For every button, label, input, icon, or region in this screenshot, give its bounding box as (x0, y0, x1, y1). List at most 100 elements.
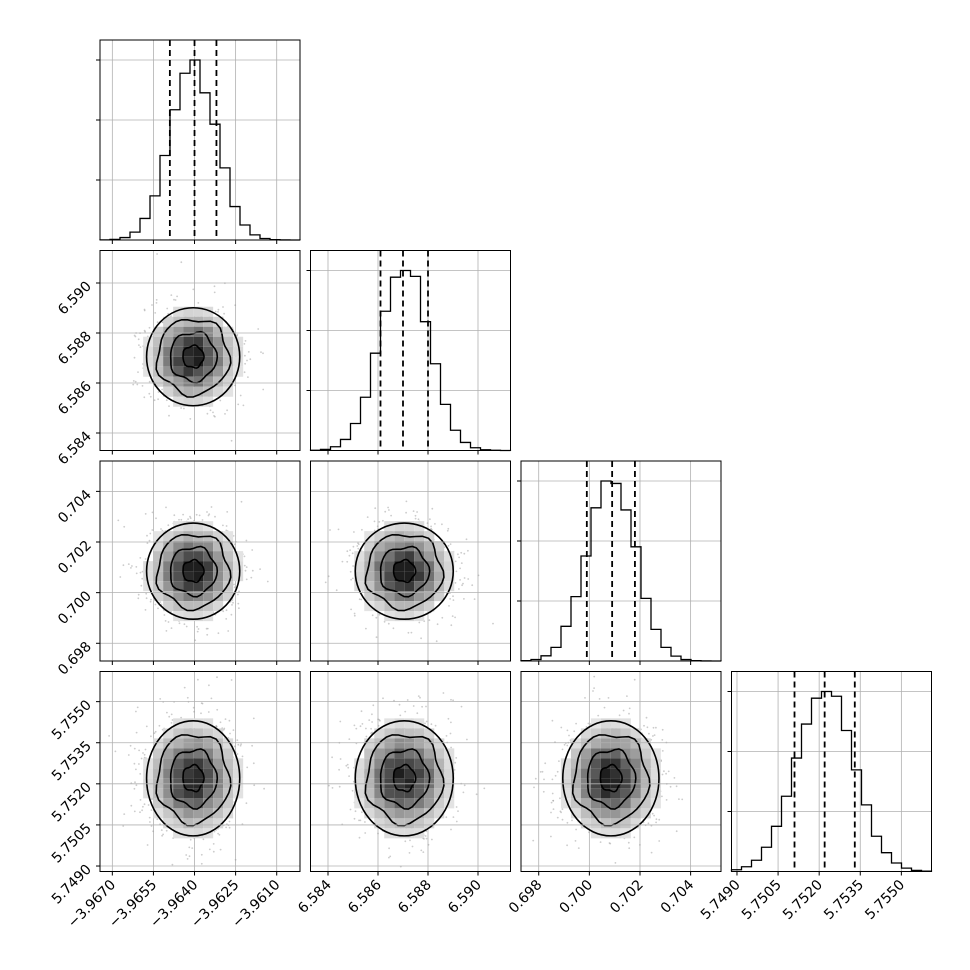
sample-point (215, 725, 218, 728)
sample-point (151, 798, 154, 800)
density-bin (650, 768, 661, 779)
sample-point (426, 522, 429, 524)
sample-point (202, 838, 205, 841)
density-bin (570, 798, 581, 809)
sample-point (379, 719, 381, 722)
density-bin (384, 601, 395, 612)
density-bin (223, 778, 234, 789)
sample-point (463, 577, 466, 579)
sample-point (151, 529, 154, 531)
sample-point (455, 806, 458, 808)
density-bin (600, 828, 611, 839)
sample-point (409, 839, 411, 842)
density-bin (173, 571, 184, 582)
density-bin (163, 541, 174, 552)
x-tick-label: 5.7490 (698, 877, 744, 923)
sample-point (154, 730, 157, 733)
sample-point (114, 750, 117, 753)
sample-point (425, 720, 428, 723)
sample-point (141, 577, 144, 580)
density-bin (203, 581, 214, 592)
sample-point (249, 358, 252, 361)
sample-point (223, 312, 226, 315)
sample-point (354, 810, 357, 813)
density-bin (414, 778, 425, 789)
sample-point (165, 399, 168, 402)
density-bin (424, 738, 435, 749)
density-bin (600, 778, 611, 789)
sample-point (434, 523, 436, 525)
density-bin (424, 531, 435, 542)
sample-point (406, 699, 409, 701)
sample-point (142, 752, 144, 754)
density-bin (394, 591, 405, 602)
x-tick-label: 5.7505 (739, 877, 785, 923)
sample-point (628, 847, 631, 850)
density-bin (404, 728, 415, 739)
density-bin (600, 718, 611, 729)
sample-point (212, 850, 215, 853)
density-bin (153, 366, 164, 377)
sample-point (139, 811, 141, 814)
density-bin (354, 551, 365, 562)
sample-point (646, 726, 649, 729)
y-tick-label: 0.702 (55, 538, 95, 578)
density-bin (600, 728, 611, 739)
density-bin (163, 571, 174, 582)
density-bin (580, 728, 591, 739)
sample-point (208, 684, 210, 687)
sample-point (455, 820, 458, 823)
density-bin (620, 788, 631, 799)
density-bin (364, 788, 375, 799)
density-bin (394, 738, 405, 749)
density-bin (163, 326, 174, 337)
sample-point (533, 786, 535, 789)
sample-point (133, 747, 136, 750)
density-bin (173, 808, 184, 819)
sample-point (460, 562, 463, 564)
sample-point (355, 727, 358, 730)
sample-point (331, 756, 333, 759)
density-bin (203, 591, 214, 602)
sample-point (561, 748, 564, 751)
density-bin (183, 356, 194, 367)
sample-point (345, 764, 348, 767)
sample-point (651, 812, 654, 815)
density-bin (163, 808, 174, 819)
sample-point (424, 835, 427, 837)
sample-point (250, 576, 253, 579)
sample-point (132, 380, 135, 382)
sample-point (224, 718, 227, 720)
density-bin (414, 818, 425, 829)
panel-frame (731, 671, 932, 872)
density-bin (394, 718, 405, 729)
density-bin (193, 356, 204, 367)
histogram-panel-1 (306, 250, 512, 455)
sample-point (450, 746, 452, 749)
density-bin (153, 551, 164, 562)
density-bin (394, 748, 405, 759)
sample-point (240, 743, 243, 745)
x-tick-label: 6.584 (295, 877, 335, 917)
sample-point (239, 744, 242, 747)
density-bin (183, 818, 194, 829)
density-bin (193, 758, 204, 769)
contour-level-0 (571, 734, 651, 827)
sample-point (626, 695, 628, 697)
density-bin (173, 768, 184, 779)
sample-point (492, 622, 494, 625)
sample-point (161, 834, 164, 837)
density-bin (394, 561, 405, 572)
density-bin (193, 386, 204, 397)
sample-point (408, 852, 411, 854)
sample-point (462, 582, 464, 585)
density-bin (173, 758, 184, 769)
density-bin (374, 768, 385, 779)
density-bin (414, 561, 425, 572)
sample-point (359, 725, 362, 728)
density-bin (213, 581, 224, 592)
density-bin (580, 808, 591, 819)
histogram-panel-2 (517, 460, 722, 665)
density-bin (354, 561, 365, 572)
panel-frame (99, 671, 301, 872)
